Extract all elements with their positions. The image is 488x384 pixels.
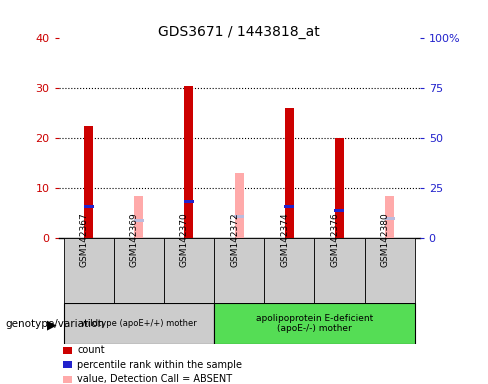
Bar: [83, 205, 94, 208]
Bar: [285, 205, 294, 208]
Text: GSM142380: GSM142380: [381, 213, 389, 268]
Bar: [184, 86, 193, 238]
Bar: [114, 238, 164, 305]
Text: GDS3671 / 1443818_at: GDS3671 / 1443818_at: [158, 25, 320, 39]
Bar: [63, 238, 114, 305]
Text: GSM142376: GSM142376: [330, 213, 340, 268]
Bar: [385, 217, 395, 220]
Bar: [385, 195, 394, 238]
Bar: [314, 238, 365, 305]
Bar: [335, 138, 344, 238]
Bar: [214, 238, 264, 305]
Bar: [234, 215, 244, 218]
Text: percentile rank within the sample: percentile rank within the sample: [77, 360, 242, 370]
Bar: [214, 303, 415, 344]
Text: GSM142369: GSM142369: [130, 213, 139, 268]
Text: GSM142367: GSM142367: [80, 213, 89, 268]
Text: ▶: ▶: [47, 318, 57, 331]
Bar: [184, 200, 194, 203]
Text: count: count: [77, 345, 105, 355]
Text: wildtype (apoE+/+) mother: wildtype (apoE+/+) mother: [81, 319, 197, 328]
Bar: [365, 238, 415, 305]
Bar: [264, 238, 314, 305]
Text: GSM142372: GSM142372: [230, 213, 239, 267]
Bar: [285, 108, 294, 238]
Bar: [134, 218, 144, 222]
Text: apolipoprotein E-deficient
(apoE-/-) mother: apolipoprotein E-deficient (apoE-/-) mot…: [256, 314, 373, 333]
Bar: [164, 238, 214, 305]
Bar: [235, 173, 244, 238]
Text: genotype/variation: genotype/variation: [5, 319, 104, 329]
Bar: [134, 195, 143, 238]
Text: value, Detection Call = ABSENT: value, Detection Call = ABSENT: [77, 374, 232, 384]
Bar: [84, 126, 93, 238]
Text: GSM142374: GSM142374: [280, 213, 289, 267]
Bar: [334, 209, 345, 212]
Text: GSM142370: GSM142370: [180, 213, 189, 268]
Bar: [63, 303, 214, 344]
